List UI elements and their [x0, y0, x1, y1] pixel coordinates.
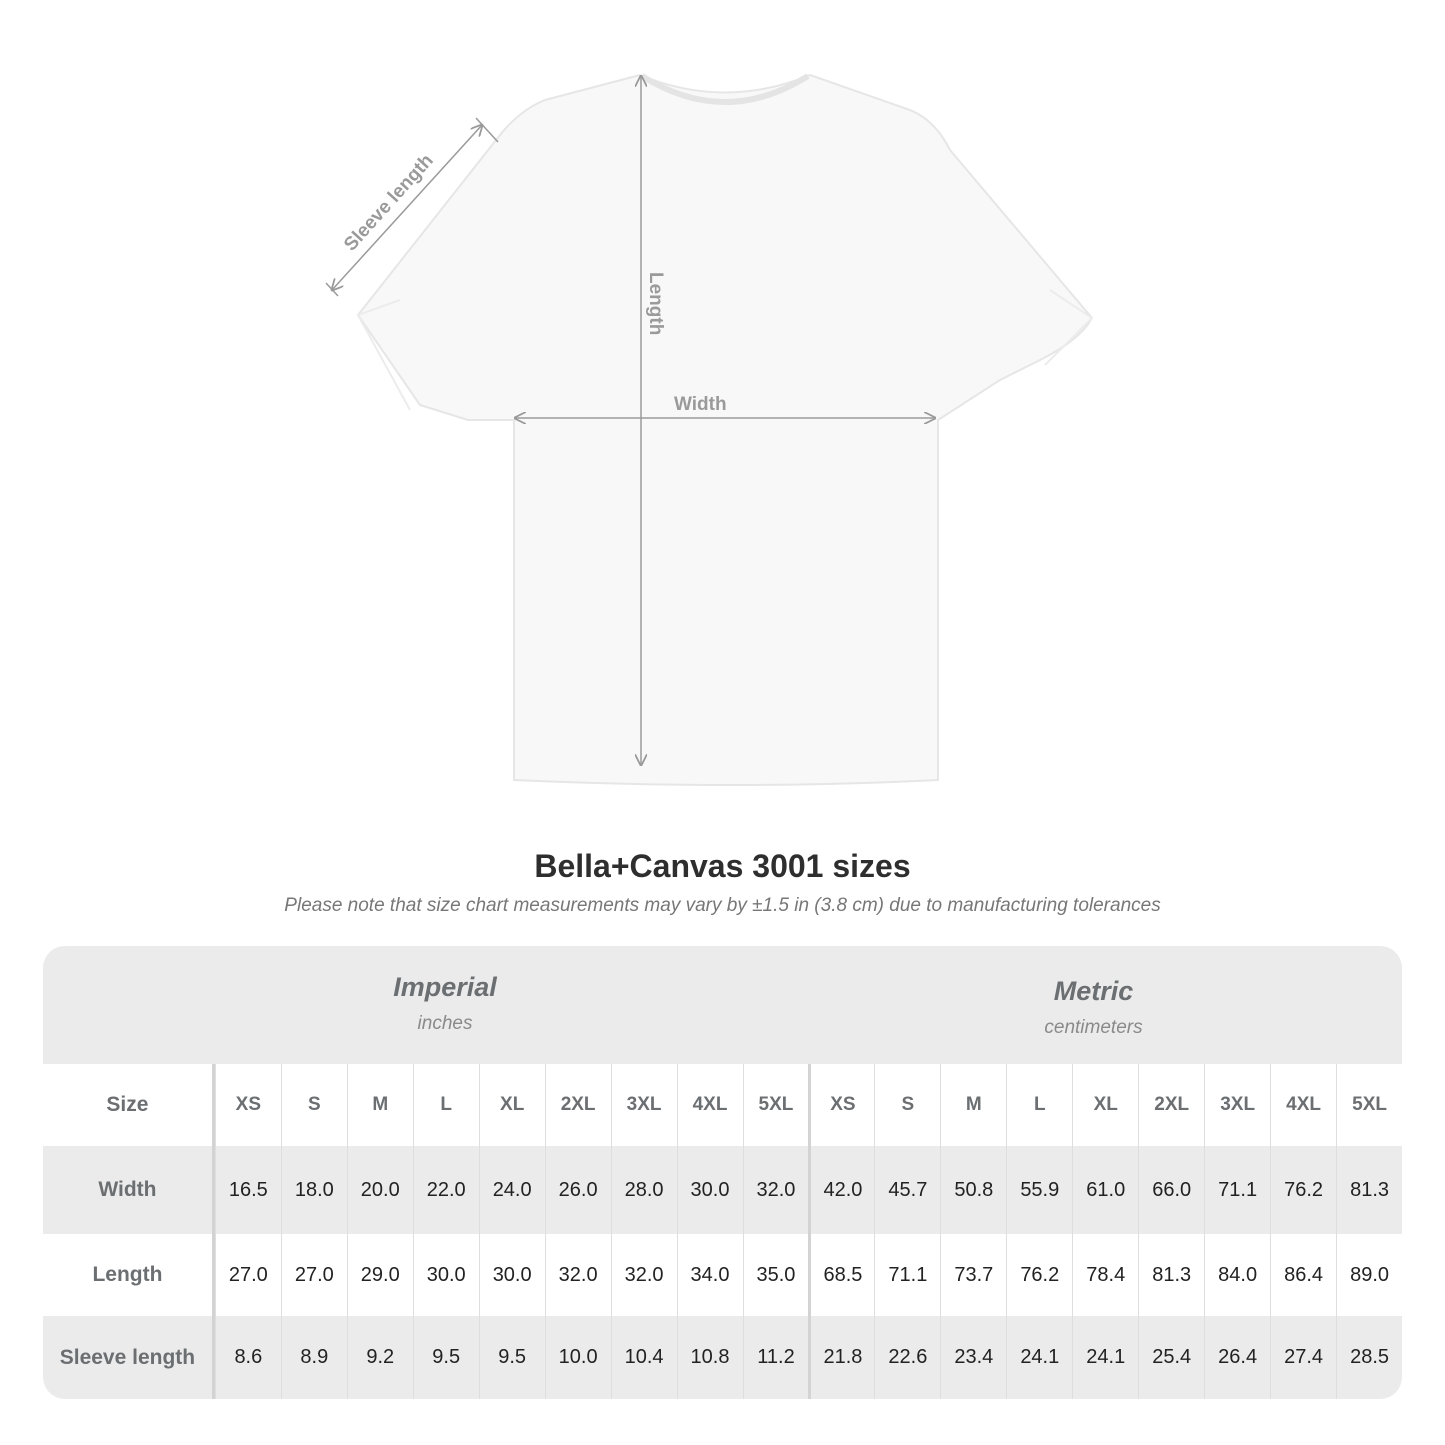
imperial-value-cell: 26.0	[544, 1146, 611, 1234]
width-label: Width	[674, 394, 727, 415]
metric-value-cell: 76.2	[1006, 1234, 1072, 1316]
metric-value-cell: 81.3	[1336, 1146, 1402, 1234]
size-header-cell: 3XL	[1204, 1064, 1270, 1146]
row-label: Size	[43, 1064, 215, 1146]
table-row: Sleeve length 8.6 8.9 9.2 9.5 9.5 10.0 10.4 10.8…	[43, 1316, 1402, 1399]
size-header-cell: 2XL	[544, 1064, 611, 1146]
imperial-value-cell: 32.0	[742, 1146, 809, 1234]
metric-value-cell: 66.0	[1138, 1146, 1204, 1234]
metric-value-cell: 68.5	[808, 1234, 874, 1316]
imperial-value-cell: 22.0	[412, 1146, 479, 1234]
imperial-value-cell: 8.6	[214, 1316, 281, 1399]
imperial-value-cell: 35.0	[742, 1234, 809, 1316]
imperial-value-cell: 10.0	[544, 1316, 611, 1399]
metric-value-cell: 28.5	[1336, 1316, 1402, 1399]
table-row: Length 27.0 27.0 29.0 30.0 30.0 32.0 32.0 34.0 35…	[43, 1234, 1402, 1316]
imperial-value-cell: 34.0	[676, 1234, 743, 1316]
row-label: Sleeve length	[43, 1316, 215, 1399]
metric-value-cell: 55.9	[1006, 1146, 1072, 1234]
imperial-value-cell: 10.4	[610, 1316, 677, 1399]
size-header-row: Size XS S M L XL 2XL 3XL 4XL 5XL XS S M L XL 2XL 3XL 4XL 5…	[43, 1064, 1402, 1146]
imperial-value-cell: 30.0	[676, 1146, 743, 1234]
metric-value-cell: 21.8	[808, 1316, 874, 1399]
metric-value-cell: 27.4	[1270, 1316, 1336, 1399]
imperial-value-cell: 8.9	[280, 1316, 347, 1399]
page-title: Bella+Canvas 3001 sizes	[534, 848, 911, 884]
size-header-cell: 5XL	[1336, 1064, 1402, 1146]
imperial-value-cell: 32.0	[544, 1234, 611, 1316]
unit-header-band	[43, 946, 1402, 1064]
imperial-value-cell: 11.2	[742, 1316, 809, 1399]
size-header-cell: 3XL	[610, 1064, 677, 1146]
size-header-cell: XL	[478, 1064, 545, 1146]
imperial-value-cell: 28.0	[610, 1146, 677, 1234]
size-header-cell: 5XL	[742, 1064, 809, 1146]
size-header-cell: XS	[808, 1064, 874, 1146]
imperial-value-cell: 30.0	[478, 1234, 545, 1316]
metric-value-cell: 89.0	[1336, 1234, 1402, 1316]
metric-value-cell: 71.1	[1204, 1146, 1270, 1234]
metric-value-cell: 81.3	[1138, 1234, 1204, 1316]
metric-value-cell: 71.1	[874, 1234, 940, 1316]
metric-unit: centimeters	[1044, 1017, 1143, 1038]
metric-value-cell: 78.4	[1072, 1234, 1138, 1316]
tshirt-image	[356, 73, 1094, 786]
tolerance-note: Please note that size chart measurements…	[284, 895, 1161, 916]
imperial-value-cell: 30.0	[412, 1234, 479, 1316]
size-header-cell: M	[346, 1064, 413, 1146]
size-header-cell: 4XL	[676, 1064, 743, 1146]
metric-value-cell: 25.4	[1138, 1316, 1204, 1399]
row-label: Width	[43, 1146, 215, 1234]
imperial-value-cell: 27.0	[280, 1234, 347, 1316]
imperial-value-cell: 9.5	[478, 1316, 545, 1399]
size-header-cell: M	[940, 1064, 1006, 1146]
metric-value-cell: 76.2	[1270, 1146, 1336, 1234]
imperial-value-cell: 16.5	[214, 1146, 281, 1234]
metric-value-cell: 23.4	[940, 1316, 1006, 1399]
tshirt-diagram: Sleeve length Length Width	[325, 73, 1094, 786]
metric-value-cell: 45.7	[874, 1146, 940, 1234]
imperial-value-cell: 24.0	[478, 1146, 545, 1234]
size-header-cell: S	[280, 1064, 347, 1146]
imperial-value-cell: 27.0	[214, 1234, 281, 1316]
size-header-cell: S	[874, 1064, 940, 1146]
metric-value-cell: 24.1	[1006, 1316, 1072, 1399]
length-label: Length	[645, 272, 666, 335]
metric-value-cell: 26.4	[1204, 1316, 1270, 1399]
size-header-cell: XS	[214, 1064, 281, 1146]
size-header-cell: L	[412, 1064, 479, 1146]
metric-value-cell: 42.0	[808, 1146, 874, 1234]
size-chart-table: Imperial inches Metric centimeters Size X…	[43, 946, 1402, 1399]
metric-value-cell: 24.1	[1072, 1316, 1138, 1399]
size-header-cell: XL	[1072, 1064, 1138, 1146]
size-header-cell: 2XL	[1138, 1064, 1204, 1146]
imperial-unit: inches	[417, 1013, 473, 1034]
metric-value-cell: 84.0	[1204, 1234, 1270, 1316]
row-label: Length	[43, 1234, 215, 1316]
sleeve-length-arrow	[332, 125, 482, 290]
imperial-value-cell: 29.0	[346, 1234, 413, 1316]
metric-header: Metric centimeters	[861, 976, 1326, 1039]
metric-value-cell: 73.7	[940, 1234, 1006, 1316]
metric-value-cell: 50.8	[940, 1146, 1006, 1234]
metric-value-cell: 61.0	[1072, 1146, 1138, 1234]
metric-title: Metric	[1053, 976, 1134, 1006]
size-header-cell: L	[1006, 1064, 1072, 1146]
imperial-value-cell: 10.8	[676, 1316, 743, 1399]
imperial-value-cell: 9.5	[412, 1316, 479, 1399]
table-row: Width 16.5 18.0 20.0 22.0 24.0 26.0 28.0 30.0 32.…	[43, 1146, 1402, 1234]
imperial-header: Imperial inches	[215, 972, 675, 1035]
imperial-title: Imperial	[393, 972, 497, 1002]
imperial-value-cell: 20.0	[346, 1146, 413, 1234]
imperial-value-cell: 18.0	[280, 1146, 347, 1234]
metric-value-cell: 86.4	[1270, 1234, 1336, 1316]
imperial-value-cell: 9.2	[346, 1316, 413, 1399]
imperial-value-cell: 32.0	[610, 1234, 677, 1316]
size-header-cell: 4XL	[1270, 1064, 1336, 1146]
metric-value-cell: 22.6	[874, 1316, 940, 1399]
